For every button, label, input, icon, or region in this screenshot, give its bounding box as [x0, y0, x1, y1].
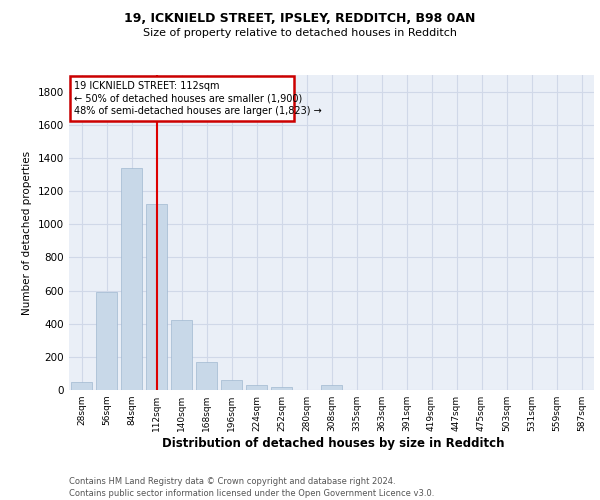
Bar	[171, 320, 192, 390]
Text: 19, ICKNIELD STREET, IPSLEY, REDDITCH, B98 0AN: 19, ICKNIELD STREET, IPSLEY, REDDITCH, B…	[124, 12, 476, 26]
Bar	[121, 168, 142, 390]
FancyBboxPatch shape	[70, 76, 294, 122]
Text: ← 50% of detached houses are smaller (1,900): ← 50% of detached houses are smaller (1,…	[74, 93, 303, 103]
Bar	[96, 292, 117, 390]
Bar	[71, 382, 92, 390]
Bar	[246, 385, 267, 390]
Text: 48% of semi-detached houses are larger (1,823) →: 48% of semi-detached houses are larger (…	[74, 106, 322, 116]
Text: Contains public sector information licensed under the Open Government Licence v3: Contains public sector information licen…	[69, 489, 434, 498]
Bar	[271, 386, 292, 390]
Text: Size of property relative to detached houses in Redditch: Size of property relative to detached ho…	[143, 28, 457, 38]
Bar	[196, 362, 217, 390]
Text: 19 ICKNIELD STREET: 112sqm: 19 ICKNIELD STREET: 112sqm	[74, 81, 220, 91]
Text: Contains HM Land Registry data © Crown copyright and database right 2024.: Contains HM Land Registry data © Crown c…	[69, 478, 395, 486]
Bar	[221, 380, 242, 390]
Text: Distribution of detached houses by size in Redditch: Distribution of detached houses by size …	[162, 438, 504, 450]
Bar	[146, 204, 167, 390]
Y-axis label: Number of detached properties: Number of detached properties	[22, 150, 32, 314]
Bar	[321, 385, 342, 390]
